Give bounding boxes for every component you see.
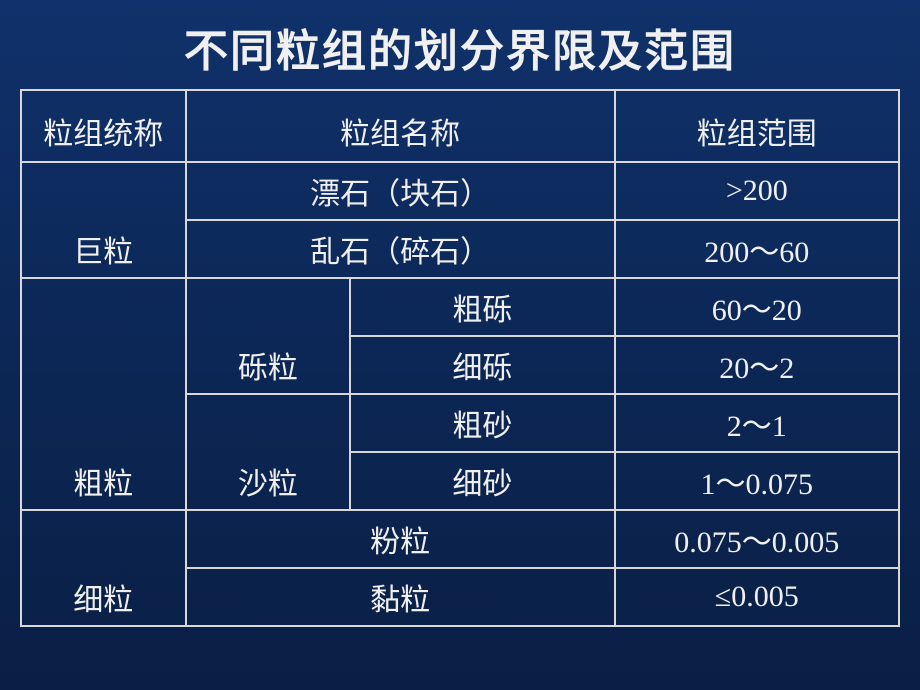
cell-fine-gravel-name: 细砾 [350, 336, 614, 394]
grain-classification-table: 粒组统称 粒组名称 粒组范围 巨粒 漂石（块石） >200 乱石（碎石） 200… [20, 89, 900, 627]
cell-clay-name: 黏粒 [186, 568, 615, 626]
cell-rubble-name: 乱石（碎石） [186, 220, 615, 278]
cell-giant-category: 巨粒 [21, 162, 186, 278]
header-range: 粒组范围 [615, 90, 899, 162]
cell-clay-range: ≤0.005 [615, 568, 899, 626]
cell-silt-name: 粉粒 [186, 510, 615, 568]
table-container: 粒组统称 粒组名称 粒组范围 巨粒 漂石（块石） >200 乱石（碎石） 200… [0, 89, 920, 627]
cell-coarse-gravel-name: 粗砾 [350, 278, 614, 336]
cell-fine-sand-range: 1～0.075 [615, 452, 899, 510]
cell-gravel-name: 砾粒 [186, 278, 351, 394]
cell-boulder-name: 漂石（块石） [186, 162, 615, 220]
cell-fine-sand-name: 细砂 [350, 452, 614, 510]
cell-coarse-gravel-range: 60～20 [615, 278, 899, 336]
cell-fine-gravel-range: 20～2 [615, 336, 899, 394]
page-title: 不同粒组的划分界限及范围 [0, 0, 920, 89]
cell-coarse-sand-range: 2～1 [615, 394, 899, 452]
table-row: 巨粒 漂石（块石） >200 [21, 162, 899, 220]
table-row: 细粒 粉粒 0.075～0.005 [21, 510, 899, 568]
header-category: 粒组统称 [21, 90, 186, 162]
cell-fine-category: 细粒 [21, 510, 186, 626]
cell-coarse-category: 粗粒 [21, 278, 186, 510]
cell-coarse-sand-name: 粗砂 [350, 394, 614, 452]
table-row: 粗粒 砾粒 粗砾 60～20 [21, 278, 899, 336]
cell-rubble-range: 200～60 [615, 220, 899, 278]
cell-sand-name: 沙粒 [186, 394, 351, 510]
cell-silt-range: 0.075～0.005 [615, 510, 899, 568]
header-name: 粒组名称 [186, 90, 615, 162]
table-header-row: 粒组统称 粒组名称 粒组范围 [21, 90, 899, 162]
cell-boulder-range: >200 [615, 162, 899, 220]
